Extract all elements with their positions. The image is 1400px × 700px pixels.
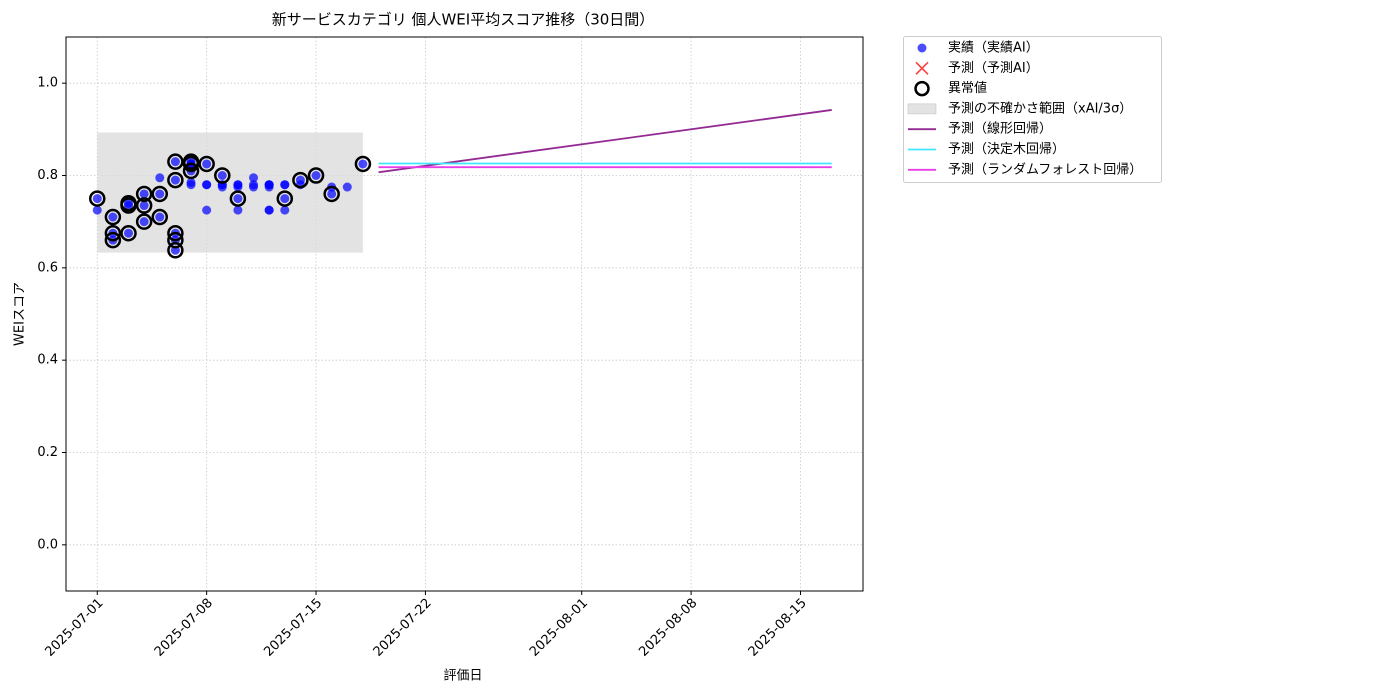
anomaly-point: [292, 171, 309, 189]
y-tick-label: 0.0: [37, 537, 58, 552]
anomaly-point: [151, 185, 169, 203]
legend-marker: [915, 61, 929, 75]
actual-point: [280, 194, 290, 204]
actual-point: [170, 175, 180, 185]
anomaly-point: [167, 171, 184, 189]
x-tick-label: 2025-07-22: [371, 596, 435, 660]
legend-label: 予測（線形回帰）: [948, 121, 1052, 137]
y-tick-label: 0.8: [37, 168, 58, 183]
plot-frame: [65, 36, 864, 592]
actual-point: [280, 180, 290, 190]
actual-point: [264, 180, 274, 190]
x-tick-label: 2025-07-01: [43, 596, 107, 660]
legend-label: 予測（予測AI）: [948, 61, 1039, 76]
legend-label: 予測（ランダムフォレスト回帰）: [948, 161, 1142, 177]
legend-marker: [907, 103, 937, 115]
actual-point: [249, 173, 259, 183]
actual-point: [139, 217, 149, 227]
actual-point: [139, 189, 149, 199]
anomaly-point: [104, 208, 122, 226]
anomaly-point: [307, 167, 325, 184]
actual-point: [92, 205, 102, 215]
anomaly-point: [182, 162, 200, 180]
actual-point: [311, 171, 321, 180]
actual-point: [264, 205, 274, 215]
anomaly-point: [135, 197, 153, 214]
actual-point: [280, 205, 290, 215]
y-tick-label: 0.6: [37, 260, 58, 275]
x-tick-label: 2025-08-01: [527, 596, 591, 660]
actual-point: [233, 194, 243, 204]
actual-point: [202, 180, 212, 190]
prediction-line: [378, 109, 832, 174]
actual-point: [249, 180, 259, 190]
anomaly-point: [354, 155, 372, 173]
actual-point: [155, 189, 165, 199]
actual-point: [202, 159, 212, 169]
legend-marker: [917, 43, 927, 53]
actual-point: [124, 198, 134, 208]
anomaly-point: [214, 167, 231, 184]
actual-point: [155, 212, 165, 222]
y-tick-label: 0.2: [37, 445, 58, 460]
actual-point: [202, 205, 212, 215]
anomaly-point: [229, 190, 247, 207]
actual-point: [342, 182, 352, 192]
anomaly-point: [135, 213, 153, 230]
y-axis-label: WEIスコア: [13, 282, 28, 346]
legend-box: [903, 36, 1162, 183]
anomaly-point: [323, 185, 340, 203]
actual-point: [233, 182, 243, 192]
actual-point: [139, 201, 149, 211]
x-tick-label: 2025-07-15: [261, 596, 325, 660]
legend-label: 実績（実績AI）: [948, 40, 1039, 56]
anomaly-point: [276, 190, 294, 207]
actual-point: [186, 180, 196, 190]
anomaly-point: [89, 190, 106, 207]
anomaly-point: [120, 194, 137, 212]
legend-label: 予測（決定木回帰）: [948, 141, 1065, 157]
anomaly-point: [151, 208, 169, 226]
legend-label: 異常値: [948, 80, 987, 96]
actual-point: [155, 173, 165, 183]
actual-point: [108, 212, 118, 222]
x-tick-label: 2025-08-15: [746, 596, 810, 660]
x-tick-label: 2025-07-08: [152, 596, 216, 660]
anomaly-point: [104, 231, 122, 249]
x-axis-label: 評価日: [443, 669, 482, 684]
x-tick-label: 2025-08-08: [636, 596, 700, 660]
actual-point: [233, 205, 243, 215]
anomaly-point: [167, 242, 184, 259]
actual-point: [327, 189, 337, 199]
actual-point: [92, 194, 102, 204]
legend-label: 予測の不確かさ範囲（xAI/3σ）: [948, 100, 1132, 116]
chart-title: 新サービスカテゴリ 個人WEI平均スコア推移（30日間）: [272, 11, 655, 29]
y-tick-label: 0.4: [37, 353, 58, 368]
actual-point: [358, 159, 368, 169]
anomaly-point: [104, 224, 122, 242]
anomaly-point: [120, 224, 137, 242]
anomaly-point: [135, 185, 153, 203]
anomaly-point: [182, 153, 200, 170]
y-tick-label: 1.0: [37, 76, 58, 91]
actual-point: [124, 228, 134, 238]
anomaly-point: [167, 153, 184, 170]
legend-marker: [914, 80, 930, 97]
anomaly-point: [167, 224, 184, 242]
actual-point: [170, 157, 180, 167]
anomaly-point: [167, 231, 184, 249]
anomaly-point: [198, 155, 215, 173]
actual-point: [217, 171, 227, 180]
